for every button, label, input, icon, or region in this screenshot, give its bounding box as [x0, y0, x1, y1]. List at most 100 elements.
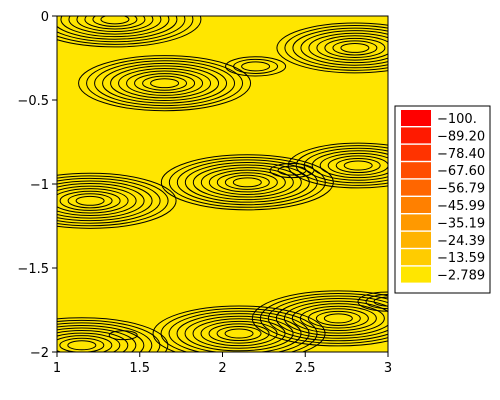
contour-peak: [357, 291, 388, 312]
legend-swatch: [401, 162, 431, 179]
contour-ring: [284, 25, 388, 71]
legend-swatch: [401, 266, 431, 283]
contour-peak: [251, 290, 388, 347]
contour-ring: [373, 296, 388, 307]
contour-ring: [57, 317, 169, 352]
contour-ring: [57, 172, 177, 229]
contour-ring: [57, 332, 121, 352]
contour-ring: [84, 16, 146, 30]
contour-peak: [78, 55, 252, 112]
contour-ring: [68, 16, 162, 35]
contour-ring: [269, 163, 315, 179]
contour-peak: [152, 305, 326, 352]
contour-ring: [225, 56, 287, 77]
legend-swatch: [401, 249, 431, 266]
contour-ring: [357, 291, 388, 312]
contour-ring: [251, 290, 388, 347]
legend-swatch: [401, 110, 431, 126]
contour-ring: [241, 61, 271, 72]
contour-ring: [216, 325, 262, 342]
contour-ring: [316, 35, 388, 61]
contour-ring: [57, 16, 186, 43]
contour-layer: [57, 16, 388, 352]
contour-ring: [168, 310, 310, 352]
contour-ring: [208, 169, 286, 195]
contour-ring: [303, 147, 388, 184]
contour-ring: [57, 16, 202, 48]
legend-label: −56.79: [437, 182, 485, 197]
contour-ring: [295, 145, 388, 186]
contour-ring: [134, 73, 196, 94]
x-tick-label: 1: [53, 361, 61, 376]
contour-ring: [67, 193, 113, 209]
contour-ring: [315, 310, 361, 326]
legend: −100. −89.20 −78.40 −67.60 −56.79 −45.99 −35.1…: [394, 105, 491, 294]
legend-label: −24.39: [437, 234, 485, 249]
contour-ring: [308, 32, 388, 64]
legend-label: −67.60: [437, 164, 485, 179]
contour-ring: [57, 183, 145, 219]
contour-peak: [57, 172, 177, 229]
contour-ring: [200, 167, 294, 198]
contour-ring: [224, 174, 270, 190]
contour-ring: [160, 154, 334, 211]
contour-ring: [160, 308, 318, 352]
contour-ring: [276, 22, 388, 74]
contour-ring: [126, 70, 204, 96]
contour-ring: [192, 318, 286, 349]
contour-ring: [110, 65, 220, 101]
contour-ring: [277, 165, 307, 176]
contour-ring: [57, 335, 113, 352]
contour-ring: [233, 58, 279, 74]
x-tick-label: 2: [218, 361, 226, 376]
contour-ring: [57, 185, 137, 217]
contour-ring: [192, 164, 302, 201]
y-tick-label: −1: [30, 178, 49, 193]
legend-label: −45.99: [437, 199, 485, 214]
contour-ring: [60, 16, 170, 38]
legend-label: −78.40: [437, 147, 485, 162]
contour-peak: [108, 330, 138, 341]
legend-swatch: [401, 214, 431, 231]
contour-ring: [57, 180, 153, 222]
contour-ring: [332, 40, 378, 56]
x-axis: 1 1.5 2 2.5 3: [53, 352, 392, 376]
contour-ring: [365, 294, 388, 310]
contour-ring: [57, 327, 137, 352]
contour-ring: [340, 42, 370, 53]
contour-ring: [142, 75, 188, 91]
contour-ring: [57, 324, 145, 352]
contour-ring: [100, 16, 130, 25]
contour-ring: [324, 37, 386, 59]
contour-peak: [57, 16, 202, 48]
contour-ring: [57, 177, 161, 224]
contour-ring: [275, 298, 388, 339]
contour-ring: [343, 160, 373, 171]
contour-ring: [311, 150, 388, 181]
contour-peak: [57, 317, 169, 352]
contour-ring: [283, 300, 388, 337]
contour-ring: [291, 303, 385, 334]
contour-peak: [287, 142, 388, 189]
contour-ring: [176, 313, 302, 352]
legend-label: −89.20: [437, 129, 485, 144]
legend-swatch: [401, 144, 431, 161]
contour-ring: [57, 330, 129, 352]
contour-ring: [108, 330, 138, 341]
contour-peak: [225, 56, 287, 77]
y-tick-label: −2: [30, 346, 49, 361]
legend-label: −2.789: [437, 269, 485, 284]
x-tick-label: 3: [384, 361, 392, 376]
contour-ring: [259, 292, 388, 344]
contour-ring: [57, 175, 169, 227]
contour-ring: [152, 305, 326, 352]
contour-ring: [292, 27, 388, 69]
contour-ring: [57, 319, 161, 352]
y-tick-label: −0.5: [17, 94, 49, 109]
contour-ring: [208, 323, 270, 344]
contour-peak: [160, 154, 334, 211]
contour-ring: [224, 328, 254, 339]
contour-ring: [75, 195, 105, 206]
contour-ring: [323, 313, 353, 324]
